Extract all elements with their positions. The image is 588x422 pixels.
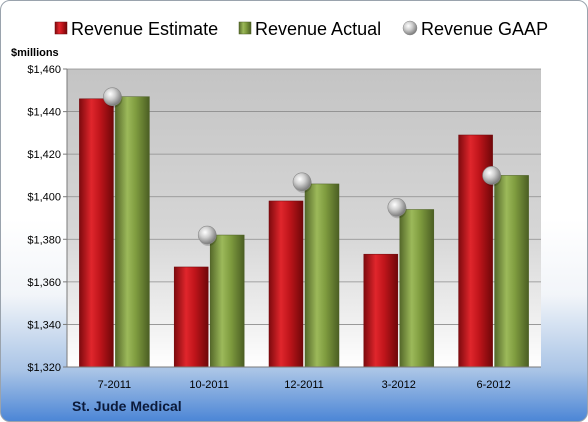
company-name: St. Jude Medical xyxy=(72,398,182,414)
gaap-marker xyxy=(103,87,122,106)
legend-label-revenue-gaap: Revenue GAAP xyxy=(421,19,548,39)
x-tick-label: 10-2011 xyxy=(189,379,229,391)
y-axis-ticks: $1,320 $1,340 $1,360 $1,380 $1,400 $1,420 $1,4… xyxy=(27,64,67,374)
x-axis-ticks: 7-2011 10-2011 12-2011 3-2012 6-2012 xyxy=(98,379,511,391)
y-axis-unit-label: $millions xyxy=(11,47,59,59)
x-tick-label: 7-2011 xyxy=(98,379,131,391)
legend-label-revenue-estimate: Revenue Estimate xyxy=(71,19,218,39)
bars xyxy=(79,96,529,368)
bar-revenue-estimate xyxy=(79,98,114,368)
y-tick-label: $1,380 xyxy=(27,234,61,246)
legend-marker-revenue-gaap xyxy=(402,20,418,36)
gaap-marker xyxy=(292,172,312,192)
bar-revenue-actual xyxy=(304,183,340,368)
y-tick-label: $1,460 xyxy=(27,64,61,76)
bar-revenue-estimate xyxy=(268,200,304,368)
bar-revenue-actual xyxy=(209,234,245,368)
legend-swatch-revenue-actual xyxy=(238,21,252,35)
y-tick-label: $1,340 xyxy=(27,319,61,331)
y-tick-label: $1,440 xyxy=(27,107,61,119)
bar-revenue-estimate xyxy=(363,253,399,368)
bar-revenue-actual xyxy=(494,175,529,368)
legend-label-revenue-actual: Revenue Actual xyxy=(255,19,381,39)
x-tick-label: 12-2011 xyxy=(284,379,324,391)
y-tick-label: $1,360 xyxy=(27,277,61,289)
bar-revenue-actual xyxy=(115,96,150,368)
x-tick-label: 6-2012 xyxy=(476,379,510,391)
gaap-marker xyxy=(482,166,501,185)
y-tick-label: $1,420 xyxy=(27,149,61,161)
bar-revenue-estimate xyxy=(173,266,209,368)
legend: Revenue Estimate Revenue Actual Revenue … xyxy=(54,19,548,39)
gaap-marker xyxy=(387,198,407,217)
y-tick-label: $1,320 xyxy=(27,362,61,374)
y-tick-label: $1,400 xyxy=(27,192,61,204)
gaap-marker xyxy=(197,225,217,245)
gaap-markers xyxy=(103,87,502,247)
x-tick-label: 3-2012 xyxy=(382,379,416,391)
legend-swatch-revenue-estimate xyxy=(54,21,68,35)
bar-revenue-actual xyxy=(399,209,435,368)
